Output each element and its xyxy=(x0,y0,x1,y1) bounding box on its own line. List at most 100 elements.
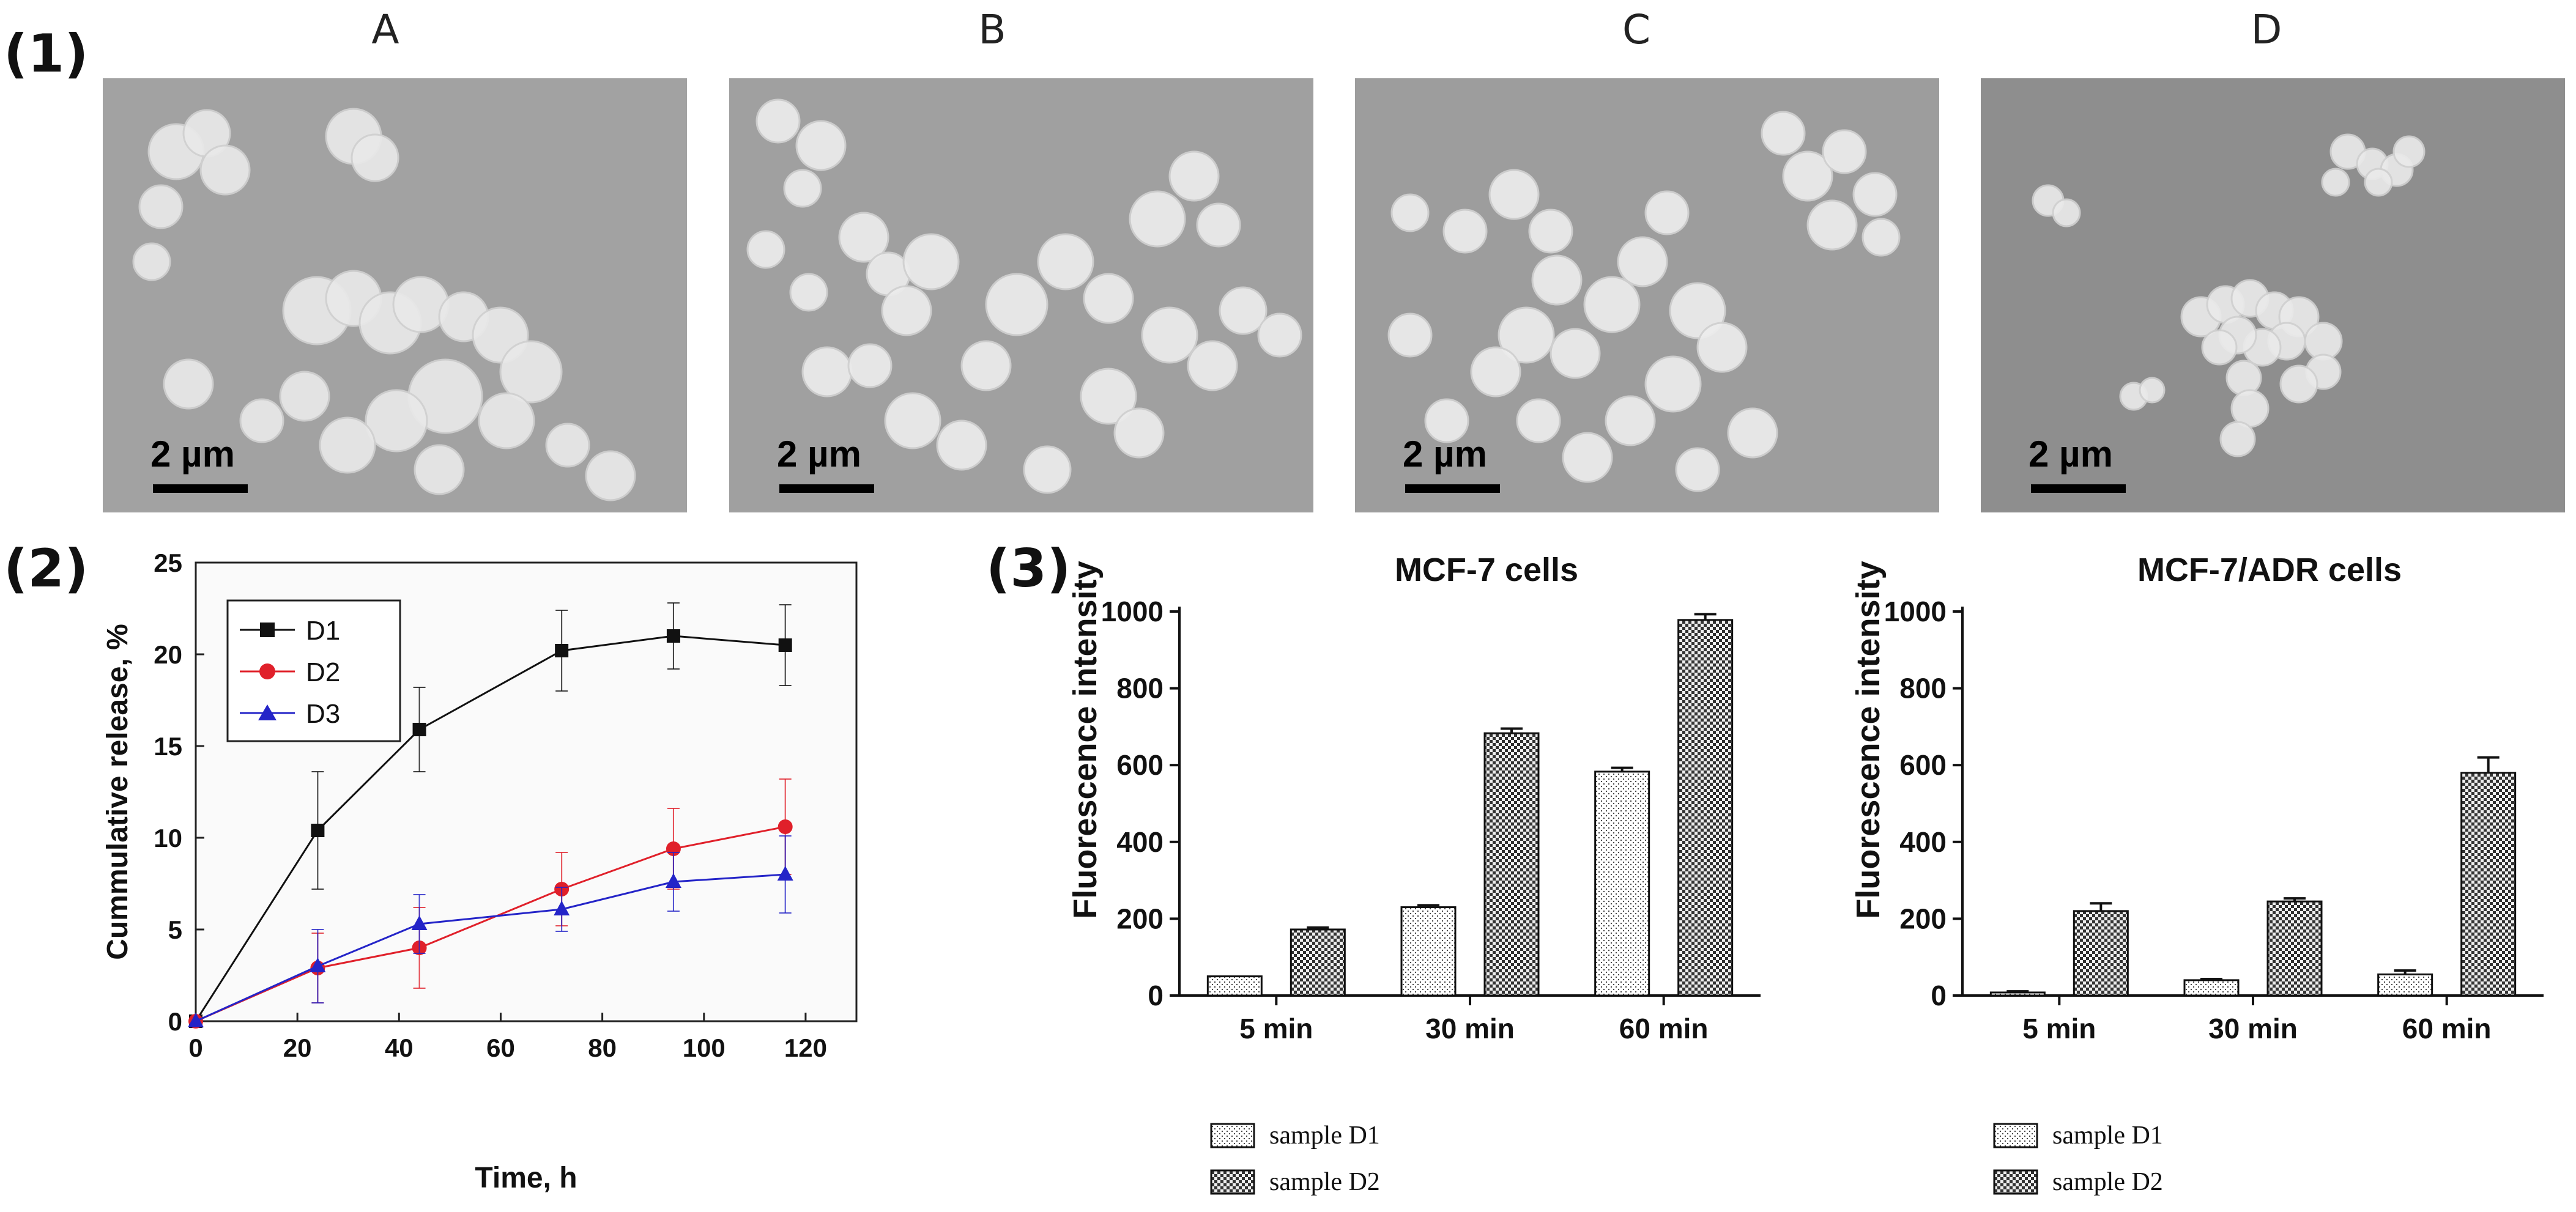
legend-item-d1: D1 xyxy=(240,616,340,646)
sem-particle xyxy=(1583,276,1641,333)
scale-bar xyxy=(2031,484,2126,493)
scale-bar xyxy=(1405,484,1500,493)
y-tick-label: 15 xyxy=(154,732,182,761)
x-axis-label: Time, h xyxy=(475,1162,577,1194)
svg-text:sample D1: sample D1 xyxy=(2052,1121,2163,1150)
legend-item-sample-d2: sample D2 xyxy=(1210,1168,1380,1196)
sem-particle xyxy=(884,392,941,449)
chart-title: MCF-7/ADR cells xyxy=(2137,552,2402,588)
sem-particle xyxy=(960,340,1012,391)
y-axis-label: Fluorescence intensity xyxy=(1067,561,1104,918)
data-point-d3 xyxy=(554,901,570,915)
bar-sample-d2 xyxy=(1677,619,1734,997)
bar-sample-d1 xyxy=(1594,770,1650,997)
bar-sample-d2 xyxy=(2073,910,2129,997)
release-line-chart: 0 20 40 60 80 100 120 0 5 10 15 20 25 D1 D2 D3 Time,… xyxy=(102,549,858,1194)
sem-particle xyxy=(1644,190,1690,235)
scale-bar-label: 2 µm xyxy=(777,434,861,475)
y-tick-label: 600 xyxy=(1116,749,1164,781)
sem-particle xyxy=(2321,168,2350,197)
sem-particle xyxy=(1488,169,1540,220)
svg-text:sample D1: sample D1 xyxy=(1269,1121,1380,1150)
sem-title-b: B xyxy=(978,6,1006,53)
y-tick-label: 600 xyxy=(1899,749,1947,781)
x-tick-label: 0 xyxy=(188,1033,202,1062)
sem-particle xyxy=(2139,377,2166,404)
y-tick-label: 800 xyxy=(1899,673,1947,704)
sem-particle xyxy=(1113,407,1165,459)
y-tick-label: 0 xyxy=(1148,980,1164,1011)
sem-image-d: 2 µm xyxy=(1981,78,2565,512)
y-axis-label: Fluorescence intensity xyxy=(1850,561,1887,918)
sem-particle xyxy=(1129,190,1186,248)
y-tick-label: 0 xyxy=(1931,980,1947,1011)
sem-particle xyxy=(2392,135,2426,168)
sem-particle xyxy=(1219,286,1268,335)
sem-title-c: C xyxy=(1622,6,1651,53)
data-point-d1 xyxy=(778,638,792,652)
sem-particle xyxy=(1387,312,1433,358)
y-tick-label: 800 xyxy=(1116,673,1164,704)
sem-particle xyxy=(499,340,563,404)
sem-particle xyxy=(1531,254,1583,306)
sem-particle xyxy=(1861,218,1901,257)
sem-particle xyxy=(1605,395,1656,446)
x-tick-label: 60 min xyxy=(1619,1013,1709,1044)
sem-particle xyxy=(881,285,932,336)
sem-particle xyxy=(1023,445,1072,494)
data-point-d3 xyxy=(310,958,326,972)
sem-image-a: 2 µm xyxy=(103,78,687,512)
y-tick-label: 400 xyxy=(1899,826,1947,858)
sem-particle xyxy=(1644,355,1702,413)
sem-particle xyxy=(239,398,284,443)
legend-item-sample-d1: sample D1 xyxy=(1210,1121,1380,1150)
legend-item-sample-d2: sample D2 xyxy=(1993,1168,2163,1196)
y-tick-label: 0 xyxy=(168,1007,182,1036)
sem-particle xyxy=(1083,273,1134,324)
sem-title-d: D xyxy=(2251,6,2282,53)
y-tick-label: 200 xyxy=(1899,903,1947,934)
sem-particle xyxy=(319,416,376,474)
sem-particle xyxy=(1424,398,1469,443)
sem-particle xyxy=(351,133,399,182)
sem-particle xyxy=(1822,129,1867,174)
bar-sample-d1 xyxy=(1989,991,2046,997)
sem-title-a: A xyxy=(371,6,399,53)
data-point-d3 xyxy=(777,866,793,881)
sem-particle xyxy=(985,273,1049,336)
bar-sample-d1 xyxy=(1400,906,1457,997)
series-line-d1 xyxy=(195,635,785,1022)
svg-text:sample D2: sample D2 xyxy=(1269,1168,1380,1196)
sem-particle xyxy=(2225,360,2262,396)
y-tick-label: 20 xyxy=(154,640,182,669)
sem-particle xyxy=(585,450,636,501)
svg-text:D3: D3 xyxy=(306,699,340,729)
sem-image-c: 2 µm xyxy=(1355,78,1939,512)
chart-title: MCF-7 cells xyxy=(1395,552,1578,588)
sem-particle xyxy=(1470,346,1521,397)
x-tick-label: 30 min xyxy=(1425,1013,1515,1044)
mcf7-bar-chart: 0 200 400 600 800 1000 5 min 30 min 60 min MCF-7… xyxy=(1067,552,1761,1196)
sem-particle xyxy=(1562,432,1613,483)
x-tick-label: 80 xyxy=(588,1033,617,1062)
sem-particle xyxy=(838,212,889,263)
bar-sample-d1 xyxy=(1206,975,1263,997)
y-tick-label: 5 xyxy=(168,915,182,944)
sem-particle xyxy=(414,444,465,495)
sem-particle xyxy=(2279,364,2318,404)
sem-particle xyxy=(365,389,428,453)
sem-particle xyxy=(163,358,214,410)
x-tick-label: 5 min xyxy=(1239,1013,1313,1044)
sem-particle xyxy=(789,273,828,312)
series-line-d3 xyxy=(195,873,785,1022)
sem-particle xyxy=(1806,199,1858,251)
sem-particle xyxy=(755,98,801,144)
sem-particle xyxy=(936,419,987,471)
sem-particle xyxy=(1080,368,1137,425)
sem-particle xyxy=(279,371,330,422)
legend-item-d2: D2 xyxy=(240,657,340,687)
data-point-d3 xyxy=(411,915,428,930)
sem-particle xyxy=(1516,398,1561,443)
scale-bar-label: 2 µm xyxy=(1403,434,1487,475)
panel-label-3: (3) xyxy=(986,538,1071,599)
